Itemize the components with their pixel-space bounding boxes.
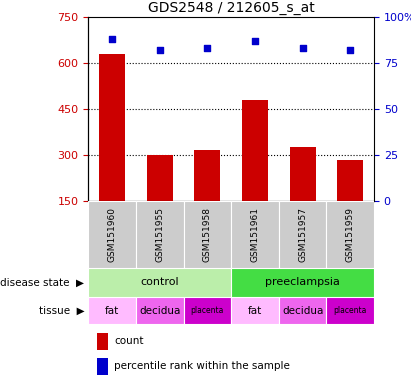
Bar (326, 297, 374, 324)
Text: fat: fat (105, 306, 119, 316)
Bar (184, 297, 231, 324)
Bar (231, 297, 279, 324)
Point (109, 36, 115, 42)
Title: GDS2548 / 212605_s_at: GDS2548 / 212605_s_at (148, 1, 314, 15)
Point (347, 47, 353, 53)
Text: GSM151958: GSM151958 (203, 207, 212, 262)
Text: decidua: decidua (282, 306, 323, 316)
Bar (194, 151, 220, 201)
Bar (242, 100, 268, 201)
Bar (231, 201, 279, 268)
Bar (88, 297, 136, 324)
Text: count: count (114, 336, 143, 346)
Text: percentile rank within the sample: percentile rank within the sample (114, 361, 290, 371)
Text: placenta: placenta (191, 306, 224, 315)
Text: control: control (141, 277, 179, 288)
Text: GSM151960: GSM151960 (108, 207, 117, 262)
Bar (147, 155, 173, 201)
Bar (136, 297, 184, 324)
Bar (88, 268, 231, 297)
Text: fat: fat (248, 306, 262, 316)
Bar (88, 201, 136, 268)
Text: GSM151957: GSM151957 (298, 207, 307, 262)
Bar (326, 201, 374, 268)
Point (299, 45, 306, 51)
Bar (99, 54, 125, 201)
Text: tissue  ▶: tissue ▶ (39, 306, 84, 316)
Bar (289, 147, 316, 201)
Bar (184, 201, 231, 268)
Bar (279, 201, 326, 268)
Point (204, 45, 211, 51)
Text: GSM151961: GSM151961 (250, 207, 259, 262)
Bar (97, 358, 109, 375)
Point (157, 47, 163, 53)
Text: GSM151959: GSM151959 (346, 207, 355, 262)
Bar (337, 159, 363, 201)
Bar (231, 268, 374, 297)
Text: preeclampsia: preeclampsia (265, 277, 340, 288)
Bar (279, 297, 326, 324)
Bar (136, 201, 184, 268)
Text: placenta: placenta (333, 306, 367, 315)
Text: decidua: decidua (139, 306, 180, 316)
Point (252, 38, 258, 44)
Text: GSM151955: GSM151955 (155, 207, 164, 262)
Text: disease state  ▶: disease state ▶ (0, 277, 84, 288)
Bar (97, 333, 109, 349)
